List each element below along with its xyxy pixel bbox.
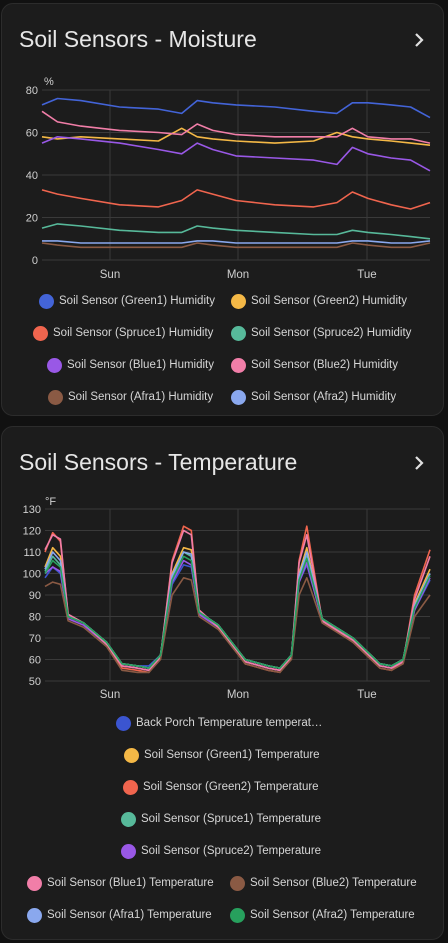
legend-dot-icon — [39, 293, 54, 309]
legend-label: Soil Sensor (Blue2) Humidity — [251, 359, 399, 371]
y-tick-label: 120 — [23, 526, 41, 538]
series-line — [42, 240, 431, 244]
moisture-chart[interactable]: 0 20 40 60 80% Sun Mon Tue — [2, 70, 443, 290]
series-lines — [44, 525, 431, 674]
y-tick-label: 50 — [29, 676, 41, 688]
moisture-card: Soil Sensors - Moisture 0 20 40 60 80% Sun Mon… — [1, 3, 444, 416]
y-tick-label: 70 — [29, 633, 41, 645]
x-tick-label: Mon — [227, 689, 249, 701]
chevron-right-icon[interactable] — [411, 32, 427, 48]
grid — [42, 89, 430, 261]
temperature-card-header[interactable]: Soil Sensors - Temperature — [2, 427, 443, 487]
y-tick-label: 130 — [23, 504, 41, 516]
legend-label: Soil Sensor (Afra2) Humidity — [251, 391, 397, 403]
legend-label: Back Porch Temperature temperat… — [136, 717, 323, 729]
y-tick-label: 110 — [23, 547, 41, 559]
legend-label: Soil Sensor (Green2) Temperature — [143, 781, 319, 793]
legend-dot-icon — [27, 875, 42, 891]
legend-dot-icon — [27, 907, 42, 923]
chevron-right-icon[interactable] — [411, 455, 427, 471]
legend-item[interactable]: Soil Sensor (Green2) Temperature — [123, 777, 319, 797]
legend-dot-icon — [231, 357, 246, 373]
y-unit-label: % — [44, 76, 54, 88]
card-title: Soil Sensors - Moisture — [19, 26, 257, 52]
legend-item[interactable]: Soil Sensor (Blue1) Humidity — [47, 355, 214, 375]
legend-item[interactable]: Soil Sensor (Green1) Humidity — [39, 291, 215, 311]
legend-dot-icon — [230, 875, 245, 891]
legend-label: Soil Sensor (Spruce2) Humidity — [251, 327, 412, 339]
series-line — [41, 127, 431, 146]
legend-dot-icon — [231, 325, 246, 341]
x-tick-label: Tue — [357, 269, 376, 281]
legend-item[interactable]: Soil Sensor (Blue1) Temperature — [27, 873, 214, 893]
legend-item[interactable]: Back Porch Temperature temperat… — [116, 713, 322, 733]
legend-item[interactable]: Soil Sensor (Spruce2) Temperature — [121, 841, 321, 861]
y-tick-label: 100 — [23, 569, 41, 581]
series-line — [41, 97, 431, 119]
legend-dot-icon — [231, 293, 246, 309]
legend-label: Soil Sensor (Afra2) Temperature — [250, 909, 415, 921]
legend-label: Soil Sensor (Blue1) Humidity — [67, 359, 215, 371]
x-tick-label: Sun — [100, 269, 120, 281]
series-line — [44, 555, 431, 669]
legend-label: Soil Sensor (Afra1) Humidity — [68, 391, 214, 403]
y-tick-label: 90 — [29, 590, 41, 602]
moisture-card-header[interactable]: Soil Sensors - Moisture — [2, 4, 443, 64]
legend-item[interactable]: Soil Sensor (Afra2) Temperature — [230, 905, 415, 925]
legend-dot-icon — [47, 357, 62, 373]
y-unit-label: °F — [45, 496, 56, 508]
legend-item[interactable]: Soil Sensor (Afra1) Temperature — [27, 905, 212, 925]
y-tick-label: 60 — [26, 128, 38, 140]
x-tick-label: Mon — [227, 269, 249, 281]
legend-label: Soil Sensor (Spruce1) Humidity — [53, 327, 214, 339]
y-tick-label: 40 — [26, 170, 38, 182]
legend-dot-icon — [48, 389, 63, 405]
series-line — [41, 136, 431, 172]
legend-label: Soil Sensor (Afra1) Temperature — [47, 909, 212, 921]
y-tick-label: 60 — [29, 655, 41, 667]
series-line — [41, 189, 431, 210]
y-tick-label: 80 — [29, 612, 41, 624]
legend-item[interactable]: Soil Sensor (Spruce2) Humidity — [231, 323, 411, 343]
y-tick-label: 80 — [26, 85, 38, 97]
legend-item[interactable]: Soil Sensor (Afra1) Humidity — [48, 387, 213, 407]
legend-dot-icon — [121, 811, 136, 827]
legend-dot-icon — [231, 389, 246, 405]
legend-dot-icon — [124, 747, 139, 763]
legend-dot-icon — [123, 779, 138, 795]
legend-label: Soil Sensor (Blue2) Temperature — [250, 877, 417, 889]
series-line — [41, 223, 431, 240]
legend-dot-icon — [230, 907, 245, 923]
x-tick-label: Sun — [100, 689, 120, 701]
legend-dot-icon — [33, 325, 48, 341]
legend-label: Soil Sensor (Blue1) Temperature — [47, 877, 214, 889]
legend-item[interactable]: Soil Sensor (Afra2) Humidity — [231, 387, 396, 407]
legend-label: Soil Sensor (Spruce2) Temperature — [141, 845, 322, 857]
legend-item[interactable]: Soil Sensor (Green1) Temperature — [124, 745, 320, 765]
legend-item[interactable]: Soil Sensor (Blue2) Temperature — [230, 873, 417, 893]
series-line — [41, 110, 431, 144]
legend-item[interactable]: Soil Sensor (Blue2) Humidity — [231, 355, 398, 375]
card-title: Soil Sensors - Temperature — [19, 449, 298, 475]
grid — [45, 508, 430, 682]
y-tick-label: 0 — [32, 255, 38, 267]
legend-label: Soil Sensor (Green1) Humidity — [59, 295, 215, 307]
legend-label: Soil Sensor (Spruce1) Temperature — [141, 813, 322, 825]
legend-dot-icon — [116, 715, 131, 731]
y-tick-label: 20 — [26, 213, 38, 225]
temperature-chart[interactable]: 50 60 70 80 90 100 110 120 130 °F Sun Mon Tue — [2, 495, 443, 765]
legend-label: Soil Sensor (Green2) Humidity — [251, 295, 407, 307]
series-lines — [41, 97, 431, 249]
legend-item[interactable]: Soil Sensor (Green2) Humidity — [231, 291, 407, 311]
legend-dot-icon — [121, 843, 136, 859]
legend-item[interactable]: Soil Sensor (Spruce1) Temperature — [121, 809, 321, 829]
series-line — [41, 242, 431, 249]
temperature-card: Soil Sensors - Temperature 50 60 70 80 90 100… — [1, 426, 444, 940]
legend-item[interactable]: Soil Sensor (Spruce1) Humidity — [33, 323, 213, 343]
x-tick-label: Tue — [357, 689, 376, 701]
series-line — [44, 577, 431, 674]
legend-label: Soil Sensor (Green1) Temperature — [144, 749, 320, 761]
